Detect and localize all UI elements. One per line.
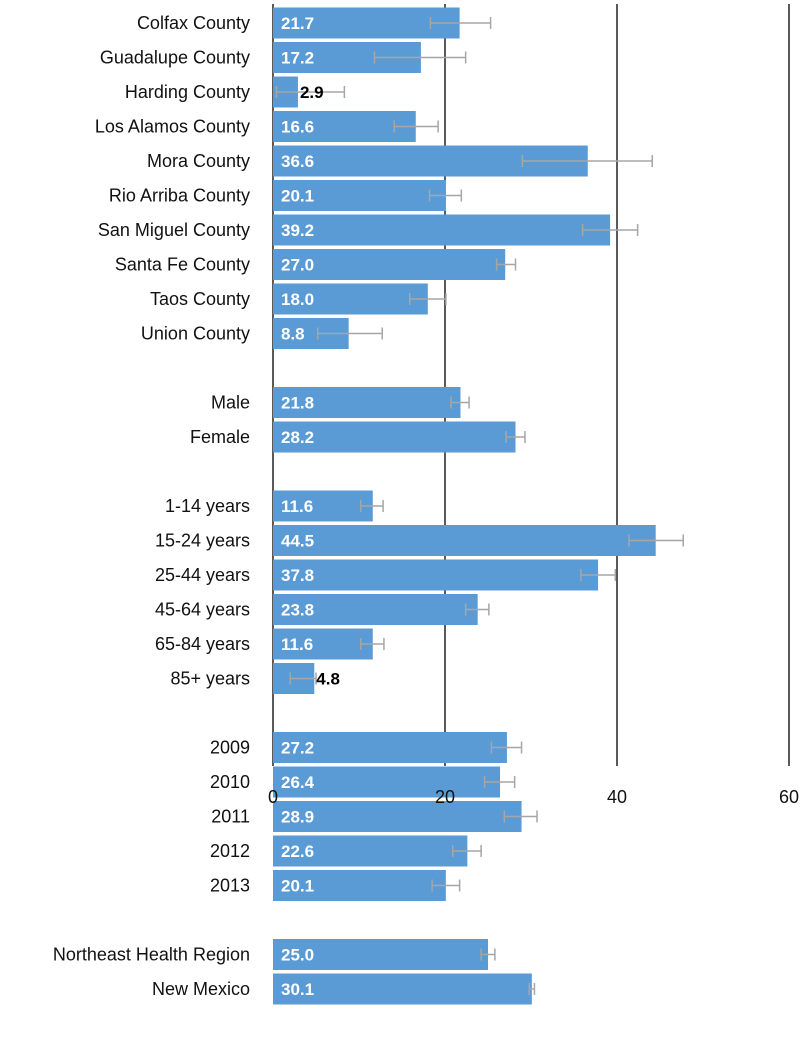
category-label: Taos County	[150, 289, 250, 309]
labels: 0 20 40 60 Colfax County 21.7 Guadalupe County…	[53, 13, 799, 999]
data-label: 21.8	[281, 394, 314, 413]
bar	[273, 421, 516, 453]
bar	[273, 387, 461, 418]
data-label: 20.1	[281, 187, 314, 206]
category-label: 2012	[210, 841, 250, 861]
bar	[273, 7, 460, 39]
data-label: 39.2	[281, 221, 314, 240]
bar	[273, 283, 428, 315]
bar	[273, 870, 446, 901]
bar	[273, 111, 416, 142]
bar	[273, 214, 611, 246]
data-label: 30.1	[281, 980, 314, 999]
bar	[273, 249, 506, 280]
data-label: 18.0	[281, 290, 314, 309]
data-label: 28.2	[281, 428, 314, 447]
bar	[273, 628, 373, 660]
data-label: 17.2	[281, 49, 314, 68]
category-label: 1-14 years	[165, 496, 250, 516]
category-label: Northeast Health Region	[53, 945, 250, 965]
data-label: 22.6	[281, 842, 314, 861]
category-label: 85+ years	[170, 669, 250, 689]
x-tick-label: 40	[607, 787, 627, 807]
data-label: 37.8	[281, 566, 314, 585]
error-bars	[275, 17, 684, 995]
category-label: 15-24 years	[155, 531, 250, 551]
category-label: 2010	[210, 772, 250, 792]
data-label: 11.6	[281, 497, 313, 516]
bar	[273, 939, 488, 970]
bar	[273, 801, 522, 832]
category-label: Union County	[141, 324, 250, 344]
data-label: 25.0	[281, 946, 314, 965]
category-label: San Miguel County	[98, 220, 250, 240]
data-label: 4.8	[316, 670, 340, 689]
bar	[273, 594, 478, 625]
category-label: Mora County	[147, 151, 250, 171]
category-label: 2011	[211, 807, 250, 827]
bar	[273, 973, 532, 1005]
data-label: 8.8	[281, 325, 305, 344]
bar	[273, 835, 468, 867]
data-label: 23.8	[281, 601, 314, 620]
data-label: 20.1	[281, 877, 314, 896]
category-label: 2009	[210, 738, 250, 758]
bar	[273, 732, 507, 763]
data-label: 28.9	[281, 808, 314, 827]
bar	[273, 525, 656, 556]
data-label: 21.7	[281, 14, 314, 33]
category-label: Female	[190, 427, 250, 447]
bar	[273, 490, 373, 522]
category-label: 25-44 years	[155, 565, 250, 585]
category-label: Santa Fe County	[115, 255, 250, 275]
bar	[273, 766, 501, 798]
data-label: 11.6	[281, 635, 313, 654]
x-tick-label: 20	[435, 787, 455, 807]
bar	[273, 559, 599, 591]
data-label: 44.5	[281, 532, 314, 551]
category-label: Guadalupe County	[100, 48, 250, 68]
x-tick-label: 0	[268, 787, 278, 807]
data-label: 16.6	[281, 118, 314, 137]
category-label: 45-64 years	[155, 600, 250, 620]
bar	[273, 180, 446, 211]
category-label: Colfax County	[137, 13, 250, 33]
data-label: 26.4	[281, 773, 315, 792]
category-label: New Mexico	[152, 979, 250, 999]
data-label: 27.0	[281, 256, 314, 275]
category-label: Harding County	[125, 82, 250, 102]
category-label: Rio Arriba County	[109, 186, 250, 206]
x-tick-label: 60	[779, 787, 799, 807]
category-label: 2013	[210, 876, 250, 896]
data-label: 2.9	[300, 83, 324, 102]
bars	[273, 7, 656, 1005]
category-label: Male	[211, 393, 250, 413]
category-label: 65-84 years	[155, 634, 250, 654]
data-label: 36.6	[281, 152, 314, 171]
data-label: 27.2	[281, 739, 314, 758]
category-label: Los Alamos County	[95, 117, 250, 137]
